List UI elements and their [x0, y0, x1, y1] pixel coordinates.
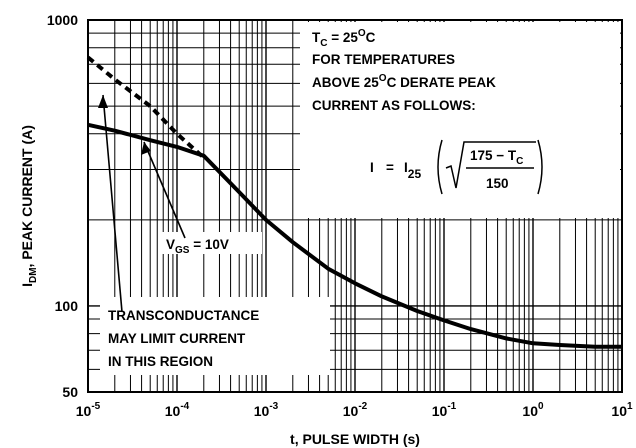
x-tick-label: 101 — [611, 401, 633, 419]
transconductance-line-3: IN THIS REGION — [108, 354, 213, 369]
transconductance-line-1: TRANSCONDUCTANCE — [108, 308, 259, 323]
vgs-pointer-arrowhead — [141, 142, 151, 155]
y-tick-label: 50 — [62, 384, 78, 400]
transconductance-pointer-arrowhead — [98, 95, 108, 108]
x-axis-title: t, PULSE WIDTH (s) — [290, 431, 420, 447]
vgs-series-label: VGS = 10V — [166, 237, 229, 256]
formula-radical — [445, 141, 536, 189]
for-temperatures-text: FOR TEMPERATURES — [312, 52, 455, 67]
x-tick-label: 10-4 — [165, 401, 190, 419]
formula-left-paren — [437, 139, 443, 195]
y-tick-label: 1000 — [47, 12, 78, 28]
transconductance-pointer-line — [102, 94, 123, 313]
formula-lhs: I — [370, 160, 374, 175]
x-tick-label: 10-1 — [432, 401, 457, 419]
tc-condition-label: TC = 25OC — [312, 28, 376, 49]
plot-frame — [87, 19, 623, 393]
transconductance-box — [100, 297, 330, 375]
vgs-pointer-line — [143, 141, 186, 239]
transconductance-line-2: MAY LIMIT CURRENT — [108, 331, 246, 346]
x-tick-label: 10-2 — [343, 401, 368, 419]
formula-numerator: 175 − TC — [470, 148, 523, 167]
formula-i25: I25 — [404, 160, 421, 181]
formula-equals: = — [386, 160, 394, 175]
derate-text: ABOVE 25OC DERATE PEAK — [312, 73, 496, 90]
pointer-arrows — [98, 94, 186, 313]
tick-labels: 10-5 10-4 10-3 10-2 10-1 100 101 50 100 1000 — [47, 12, 633, 419]
x-tick-label: 10-3 — [254, 401, 279, 419]
series-group — [86, 55, 622, 349]
current-as-follows-text: CURRENT AS FOLLOWS: — [312, 98, 476, 113]
peak-current-line — [87, 122, 622, 349]
derating-formula: I = I25 175 − TC 150 — [370, 139, 543, 195]
x-tick-label: 100 — [522, 401, 544, 419]
conditions-box — [300, 22, 620, 218]
vgs-label-box — [162, 232, 262, 254]
y-axis-title: IDM, PEAK CURRENT (A) — [19, 125, 39, 287]
y-tick-label: 100 — [55, 298, 79, 314]
x-tick-label: 10-5 — [76, 401, 101, 419]
formula-right-paren — [537, 139, 543, 195]
formula-denominator: 150 — [486, 176, 509, 191]
